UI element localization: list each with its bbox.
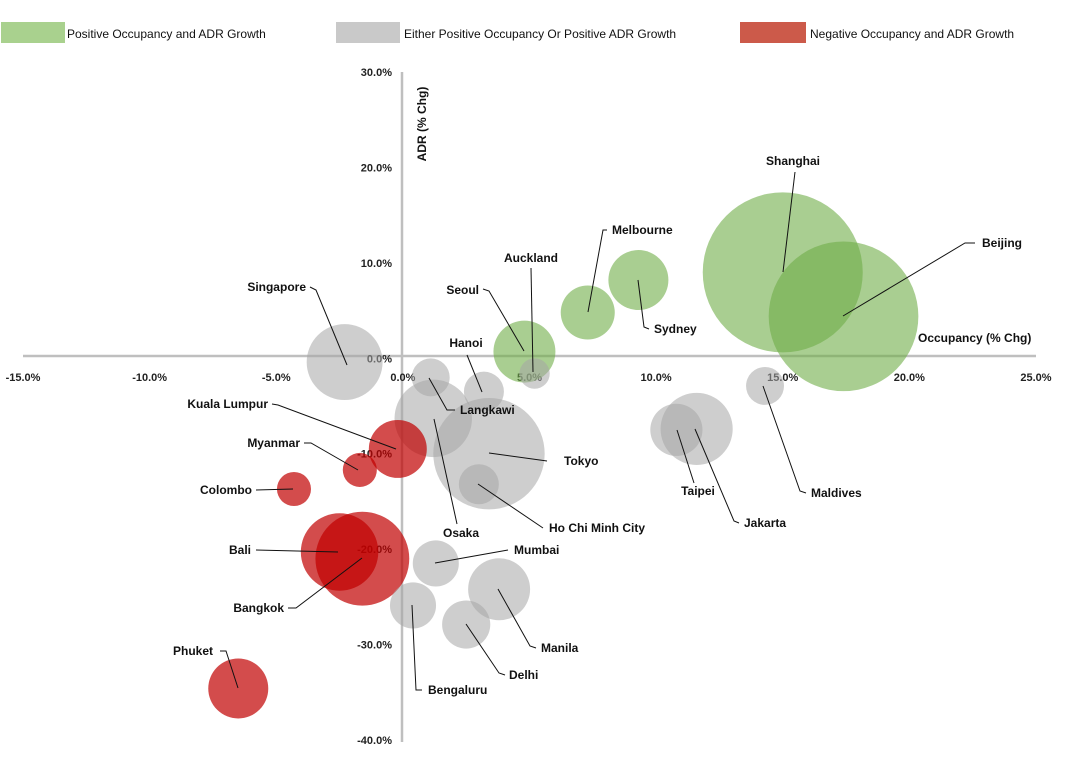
label-kuala-lumpur: Kuala Lumpur: [187, 397, 268, 411]
leader-line-melbourne: [587, 229, 607, 313]
leader-line-shanghai: [782, 171, 796, 273]
x-tick-label: -10.0%: [132, 372, 167, 384]
bubble-bengaluru[interactable]: [389, 582, 437, 629]
label-maldives: Maldives: [811, 486, 862, 500]
leader-line-tokyo: [488, 452, 548, 462]
leader-line-ho-chi-minh-city: [477, 483, 544, 529]
y-tick-label: 30.0%: [361, 67, 392, 79]
leader-line-bengaluru: [411, 604, 422, 691]
leader-line-kuala-lumpur: [271, 403, 397, 450]
bubble-phuket[interactable]: [208, 658, 269, 719]
x-axis-title: Occupancy (% Chg): [918, 331, 1031, 345]
label-seoul: Seoul: [446, 283, 479, 297]
bubble-colombo[interactable]: [276, 471, 312, 507]
label-beijing: Beijing: [982, 236, 1022, 250]
leader-line-colombo: [255, 488, 294, 491]
bubble-jakarta[interactable]: [660, 392, 733, 465]
label-mumbai: Mumbai: [514, 543, 559, 557]
legend-label-positive: Positive Occupancy and ADR Growth: [67, 27, 266, 41]
leader-line-singapore: [309, 286, 348, 366]
x-tick-label: -15.0%: [6, 372, 41, 384]
bubble-myanmar[interactable]: [342, 452, 377, 487]
bubble-singapore[interactable]: [306, 324, 383, 401]
label-bangkok: Bangkok: [233, 601, 284, 615]
label-bengaluru: Bengaluru: [428, 683, 487, 697]
y-axis-title: ADR (% Chg): [415, 87, 429, 162]
leader-line-delhi: [465, 623, 506, 676]
bubble-manila[interactable]: [468, 558, 531, 621]
label-singapore: Singapore: [247, 280, 306, 294]
leader-line-myanmar: [304, 442, 359, 471]
x-tick-label: -5.0%: [262, 372, 291, 384]
label-colombo: Colombo: [200, 483, 252, 497]
legend: Positive Occupancy and ADR Growth Either…: [1, 22, 1014, 43]
legend-swatch-negative: [740, 22, 806, 43]
label-shanghai: Shanghai: [766, 154, 820, 168]
label-langkawi: Langkawi: [460, 403, 515, 417]
leader-line-taipei: [676, 429, 695, 484]
bubble-auckland[interactable]: [519, 358, 550, 389]
label-sydney: Sydney: [654, 322, 697, 336]
leader-line-seoul: [482, 288, 525, 352]
label-tokyo: Tokyo: [564, 454, 598, 468]
bubble-mumbai[interactable]: [412, 540, 459, 587]
label-taipei: Taipei: [681, 484, 715, 498]
label-hanoi: Hanoi: [449, 336, 482, 350]
label-bali: Bali: [229, 543, 251, 557]
label-auckland: Auckland: [504, 251, 558, 265]
legend-swatch-positive: [1, 22, 65, 43]
label-phuket: Phuket: [173, 644, 213, 658]
legend-label-mixed: Either Positive Occupancy Or Positive AD…: [404, 27, 676, 41]
y-tick-label: 10.0%: [361, 258, 392, 270]
leader-line-maldives: [762, 385, 807, 494]
leader-line-sydney: [637, 279, 650, 330]
y-tick-label: -30.0%: [357, 640, 392, 652]
leader-line-auckland: [530, 267, 534, 373]
legend-swatch-mixed: [336, 22, 400, 43]
leader-line-osaka: [433, 418, 458, 525]
leader-line-bali: [255, 549, 339, 553]
leader-line-jakarta: [694, 428, 740, 524]
x-tick-label: 10.0%: [641, 372, 672, 384]
bubble-beijing[interactable]: [768, 241, 919, 392]
x-tick-label: 25.0%: [1020, 372, 1051, 384]
label-myanmar: Myanmar: [247, 436, 300, 450]
bubble-maldives[interactable]: [746, 366, 784, 405]
bubble-melbourne[interactable]: [560, 285, 615, 340]
leader-line-bangkok: [288, 557, 363, 609]
label-delhi: Delhi: [509, 668, 538, 682]
leader-line-beijing: [842, 242, 975, 317]
bubble-kuala-lumpur[interactable]: [368, 419, 427, 478]
leader-line-phuket: [220, 650, 239, 689]
label-osaka: Osaka: [443, 526, 479, 540]
leader-line-manila: [497, 588, 537, 649]
label-manila: Manila: [541, 641, 579, 655]
legend-label-negative: Negative Occupancy and ADR Growth: [810, 27, 1014, 41]
leader-line-hanoi: [466, 354, 483, 393]
y-tick-label: -40.0%: [357, 735, 392, 747]
leader-line-langkawi: [428, 377, 455, 411]
label-ho-chi-minh-city: Ho Chi Minh City: [549, 521, 645, 535]
y-tick-label: 20.0%: [361, 162, 392, 174]
x-tick-label: 0.0%: [390, 372, 415, 384]
leader-line-mumbai: [434, 549, 509, 564]
label-jakarta: Jakarta: [744, 516, 786, 530]
bubble-bangkok[interactable]: [315, 511, 410, 606]
x-tick-label: 20.0%: [894, 372, 925, 384]
label-melbourne: Melbourne: [612, 223, 673, 237]
